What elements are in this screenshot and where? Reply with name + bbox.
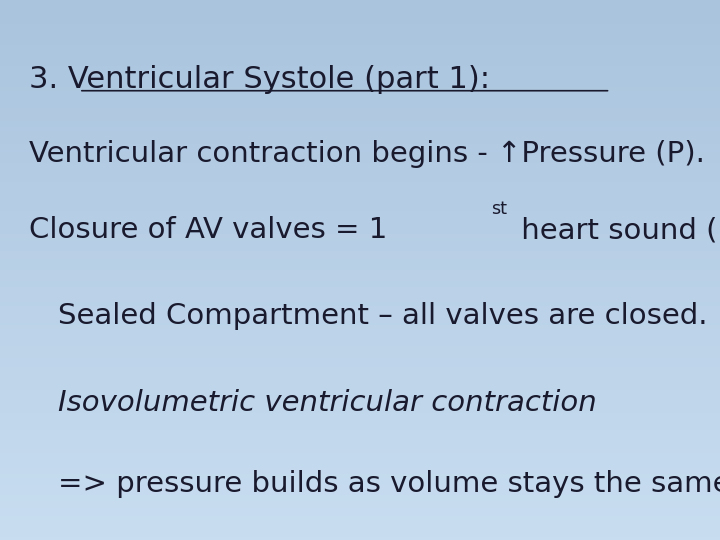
Text: st: st [491,200,507,218]
Text: Sealed Compartment – all valves are closed.: Sealed Compartment – all valves are clos… [58,302,707,330]
Text: 3. Ventricular Systole (part 1):: 3. Ventricular Systole (part 1): [29,65,490,94]
Text: => pressure builds as volume stays the same.: => pressure builds as volume stays the s… [58,470,720,498]
Text: Closure of AV valves = 1: Closure of AV valves = 1 [29,216,387,244]
Text: Isovolumetric ventricular contraction: Isovolumetric ventricular contraction [58,389,596,417]
Text: heart sound ("lub"): heart sound ("lub") [512,216,720,244]
Text: Ventricular contraction begins - ↑Pressure (P).: Ventricular contraction begins - ↑Pressu… [29,140,705,168]
